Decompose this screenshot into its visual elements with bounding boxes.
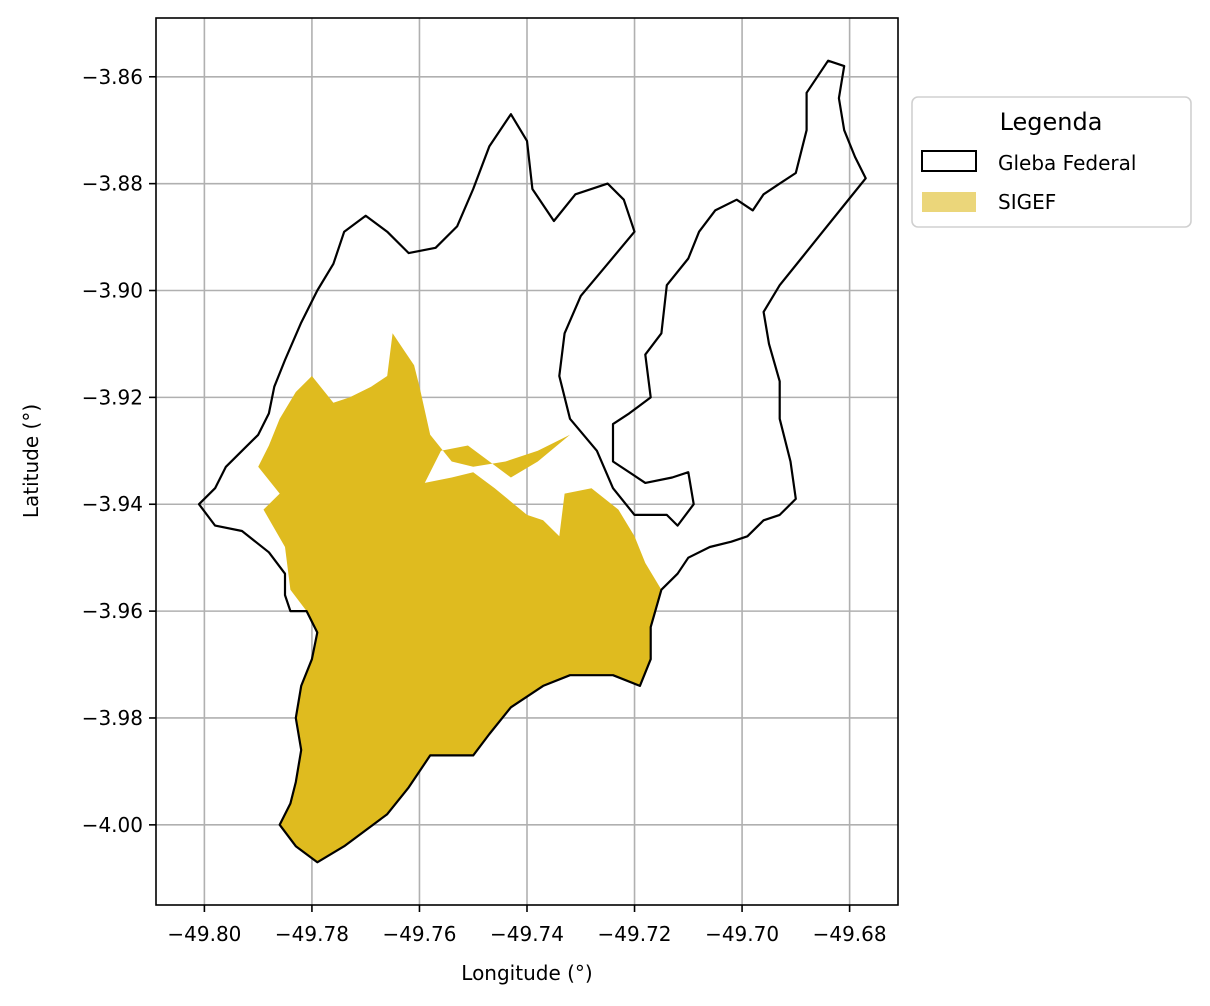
x-axis-title: Longitude (°) [461, 961, 592, 985]
axis-ticks: −49.80 −49.78 −49.76 −49.74 −49.72 −49.70 −49.… [82, 65, 887, 946]
map-polygon-gleba-federal [197, 59, 867, 864]
x-tick-label: −49.76 [382, 922, 456, 946]
map-layers [197, 59, 867, 864]
y-tick-label: −3.86 [82, 65, 143, 89]
x-tick-label: −49.78 [275, 922, 349, 946]
y-tick-label: −3.90 [82, 279, 143, 303]
y-axis-title: Latitude (°) [19, 404, 43, 518]
x-tick-label: −49.70 [705, 922, 779, 946]
y-tick-label: −3.88 [82, 172, 143, 196]
legend-title: Legenda [1000, 108, 1103, 136]
y-tick-label: −3.92 [82, 385, 143, 409]
legend-swatch-sigef [922, 192, 976, 212]
legend-swatch-gleba-federal [921, 150, 977, 172]
map-polygon-sigef [258, 333, 662, 863]
x-tick-label: −49.68 [813, 922, 887, 946]
x-tick-label: −49.72 [598, 922, 672, 946]
x-tick-label: −49.80 [167, 922, 241, 946]
legend-box [911, 96, 1192, 228]
legend-label-sigef: SIGEF [998, 190, 1056, 214]
x-tick-label: −49.74 [490, 922, 564, 946]
y-tick-label: −3.98 [82, 706, 143, 730]
y-tick-label: −3.96 [82, 599, 143, 623]
legend: Legenda Gleba Federal SIGEF [911, 96, 1192, 228]
legend-label-gleba-federal: Gleba Federal [998, 151, 1136, 175]
y-tick-label: −4.00 [82, 813, 143, 837]
y-tick-label: −3.94 [82, 492, 143, 516]
